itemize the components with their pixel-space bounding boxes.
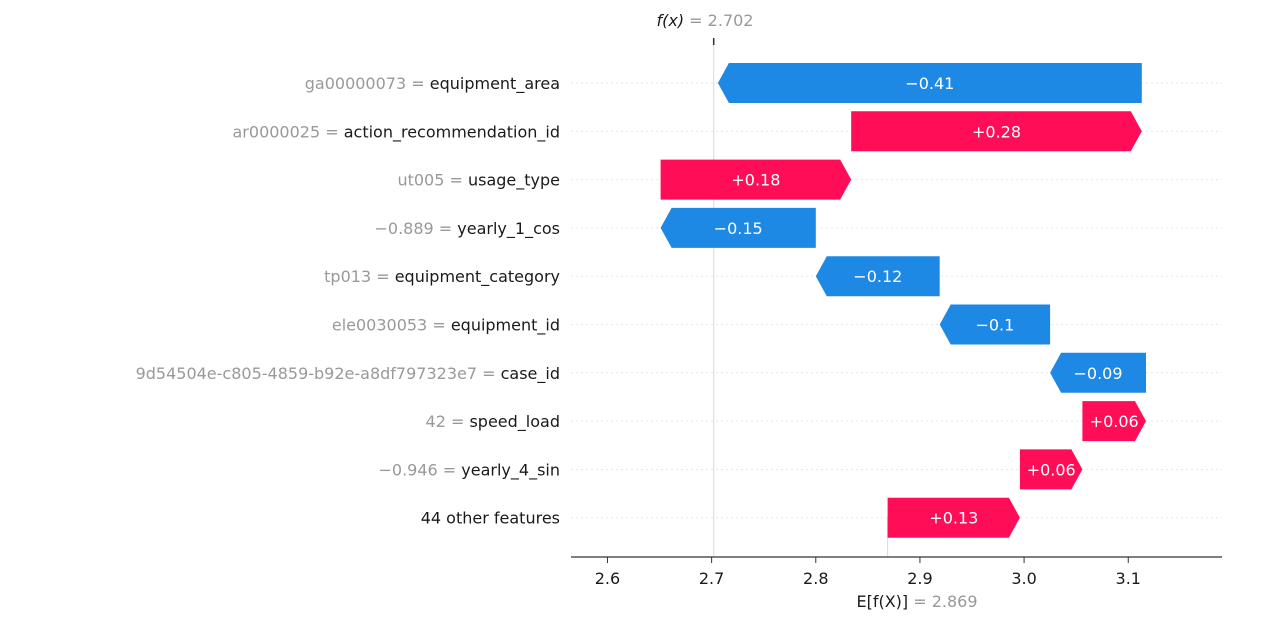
bar-usage-type: [660, 159, 852, 200]
feature-label: 9d54504e-c805-4859-b92e-a8df797323e7 = c…: [136, 364, 560, 384]
ex-label: E[f(X)]: [856, 592, 908, 611]
feature-label: tp013 = equipment_category: [324, 267, 560, 287]
feature-name: yearly_4_sin: [461, 460, 560, 480]
feature-label: −0.946 = yearly_4_sin: [378, 460, 560, 480]
feature-label: ga00000073 = equipment_area: [305, 74, 560, 94]
feature-name: equipment_id: [451, 316, 560, 336]
bar-speed-load: [1082, 401, 1146, 442]
x-tick-label: 3.1: [1116, 569, 1141, 588]
bar-equipment-area: [717, 63, 1142, 103]
bar-value-label: −0.41: [905, 74, 954, 93]
fx-value: 2.702: [708, 11, 754, 30]
bar-value-label: +0.18: [731, 171, 780, 190]
bar-value-label: +0.13: [929, 509, 978, 528]
x-tick-label: 2.6: [595, 569, 620, 588]
ex-value: 2.869: [932, 592, 978, 611]
feature-label: 44 other features: [421, 509, 560, 528]
feature-value: −0.946 =: [378, 460, 461, 479]
feature-name: equipment_category: [395, 267, 560, 287]
feature-value: ar0000025 =: [233, 122, 344, 141]
bar-equipment-id: [939, 304, 1051, 345]
bar-value-label: −0.12: [853, 267, 902, 286]
feature-label: ar0000025 = action_recommendation_id: [233, 122, 561, 142]
fx-label: f(x): [657, 11, 685, 30]
x-tick-label: 2.8: [803, 569, 828, 588]
fx-annotation: f(x) = 2.702: [657, 11, 754, 30]
ex-equals: =: [908, 592, 932, 611]
feature-name: usage_type: [468, 171, 560, 191]
bar-yearly-4-sin: [1019, 449, 1083, 490]
bar-value-label: +0.06: [1090, 412, 1139, 431]
feature-labels: ga00000073 = equipment_area ar0000025 = a…: [136, 74, 560, 528]
bar-yearly-1-cos: [660, 207, 816, 248]
feature-name: 44 other features: [421, 509, 560, 528]
bar-44-other-features: [887, 497, 1020, 538]
x-tick-label: 2.9: [907, 569, 932, 588]
feature-name: action_recommendation_id: [344, 122, 560, 142]
feature-value: tp013 =: [324, 267, 395, 286]
feature-value: 42 =: [426, 412, 470, 431]
feature-label: ut005 = usage_type: [397, 171, 560, 191]
bar-value-label: −0.15: [714, 219, 763, 238]
bar-case-id: [1050, 352, 1146, 393]
feature-name: case_id: [501, 364, 560, 384]
expected-value-annotation: E[f(X)] = 2.869: [856, 592, 977, 611]
x-tick-label: 3.0: [1011, 569, 1036, 588]
bar-value-label: −0.1: [975, 316, 1014, 335]
feature-name: yearly_1_cos: [457, 219, 560, 239]
feature-name: equipment_area: [430, 74, 560, 94]
feature-value: ut005 =: [397, 171, 468, 190]
x-tick-label: 2.7: [699, 569, 724, 588]
bar-value-label: −0.09: [1073, 364, 1122, 383]
feature-label: −0.889 = yearly_1_cos: [374, 219, 560, 239]
bar-equipment-category: [815, 256, 940, 297]
fx-equals: =: [684, 11, 708, 30]
bars: −0.41 +0.28 +0.18 −0.15 −0.12 −0.1 −0.09 +0.06 +…: [660, 63, 1146, 538]
x-axis: 2.6 2.7 2.8 2.9 3.0 3.1: [571, 556, 1222, 588]
feature-value: 9d54504e-c805-4859-b92e-a8df797323e7 =: [136, 364, 501, 383]
bar-value-label: +0.06: [1027, 460, 1076, 479]
feature-value: ga00000073 =: [305, 74, 430, 93]
feature-value: −0.889 =: [374, 219, 457, 238]
bar-value-label: +0.28: [972, 122, 1021, 141]
feature-name: speed_load: [469, 412, 560, 432]
feature-value: ele0030053 =: [332, 316, 451, 335]
bar-action-recommendation-id: [851, 111, 1142, 152]
feature-label: 42 = speed_load: [426, 412, 560, 432]
feature-label: ele0030053 = equipment_id: [332, 316, 560, 336]
